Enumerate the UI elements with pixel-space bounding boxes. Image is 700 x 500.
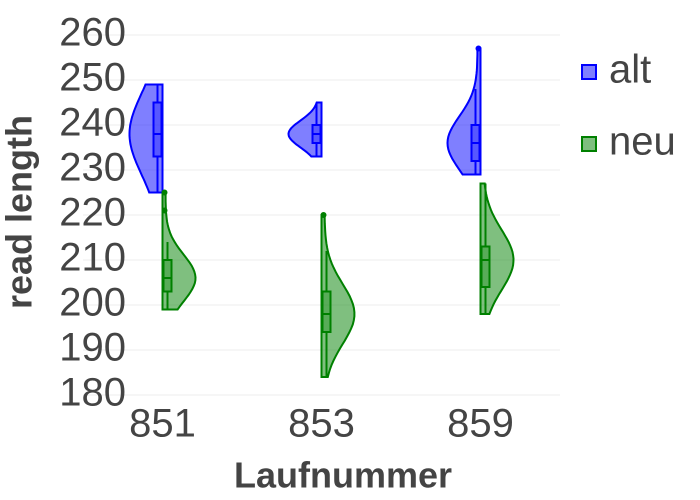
x-tick-label: 853: [288, 402, 355, 446]
y-tick-label: 180: [59, 371, 126, 415]
box: [162, 259, 173, 293]
x-tick-label: 859: [447, 402, 514, 446]
violin-group: [287, 101, 323, 158]
box: [152, 101, 163, 158]
x-tick-label: 851: [129, 402, 196, 446]
y-tick-label: 220: [59, 191, 126, 235]
y-tick-label: 200: [59, 281, 126, 325]
violin-group: [161, 189, 197, 311]
y-tick-label: 250: [59, 56, 126, 100]
legend-label: alt: [609, 48, 651, 92]
outlier: [475, 45, 482, 52]
legend-swatch: [581, 136, 597, 152]
legend-label: neu: [609, 120, 676, 164]
outlier: [161, 189, 168, 196]
violin: [320, 214, 356, 378]
y-axis-title: read length: [0, 115, 40, 309]
y-tick-label: 210: [59, 236, 126, 280]
y-tick-label: 240: [59, 101, 126, 145]
violin-group: [128, 83, 164, 194]
legend-swatch: [581, 64, 597, 80]
y-tick-label: 230: [59, 146, 126, 190]
violin-group: [320, 212, 356, 378]
outlier: [161, 207, 168, 214]
x-axis-title: Laufnummer: [234, 455, 452, 496]
outlier: [320, 212, 327, 218]
box: [321, 290, 332, 333]
box: [480, 245, 491, 288]
violin-group: [479, 182, 515, 315]
y-tick-label: 260: [59, 11, 126, 55]
violin-group: [446, 45, 482, 176]
y-tick-label: 190: [59, 326, 126, 370]
